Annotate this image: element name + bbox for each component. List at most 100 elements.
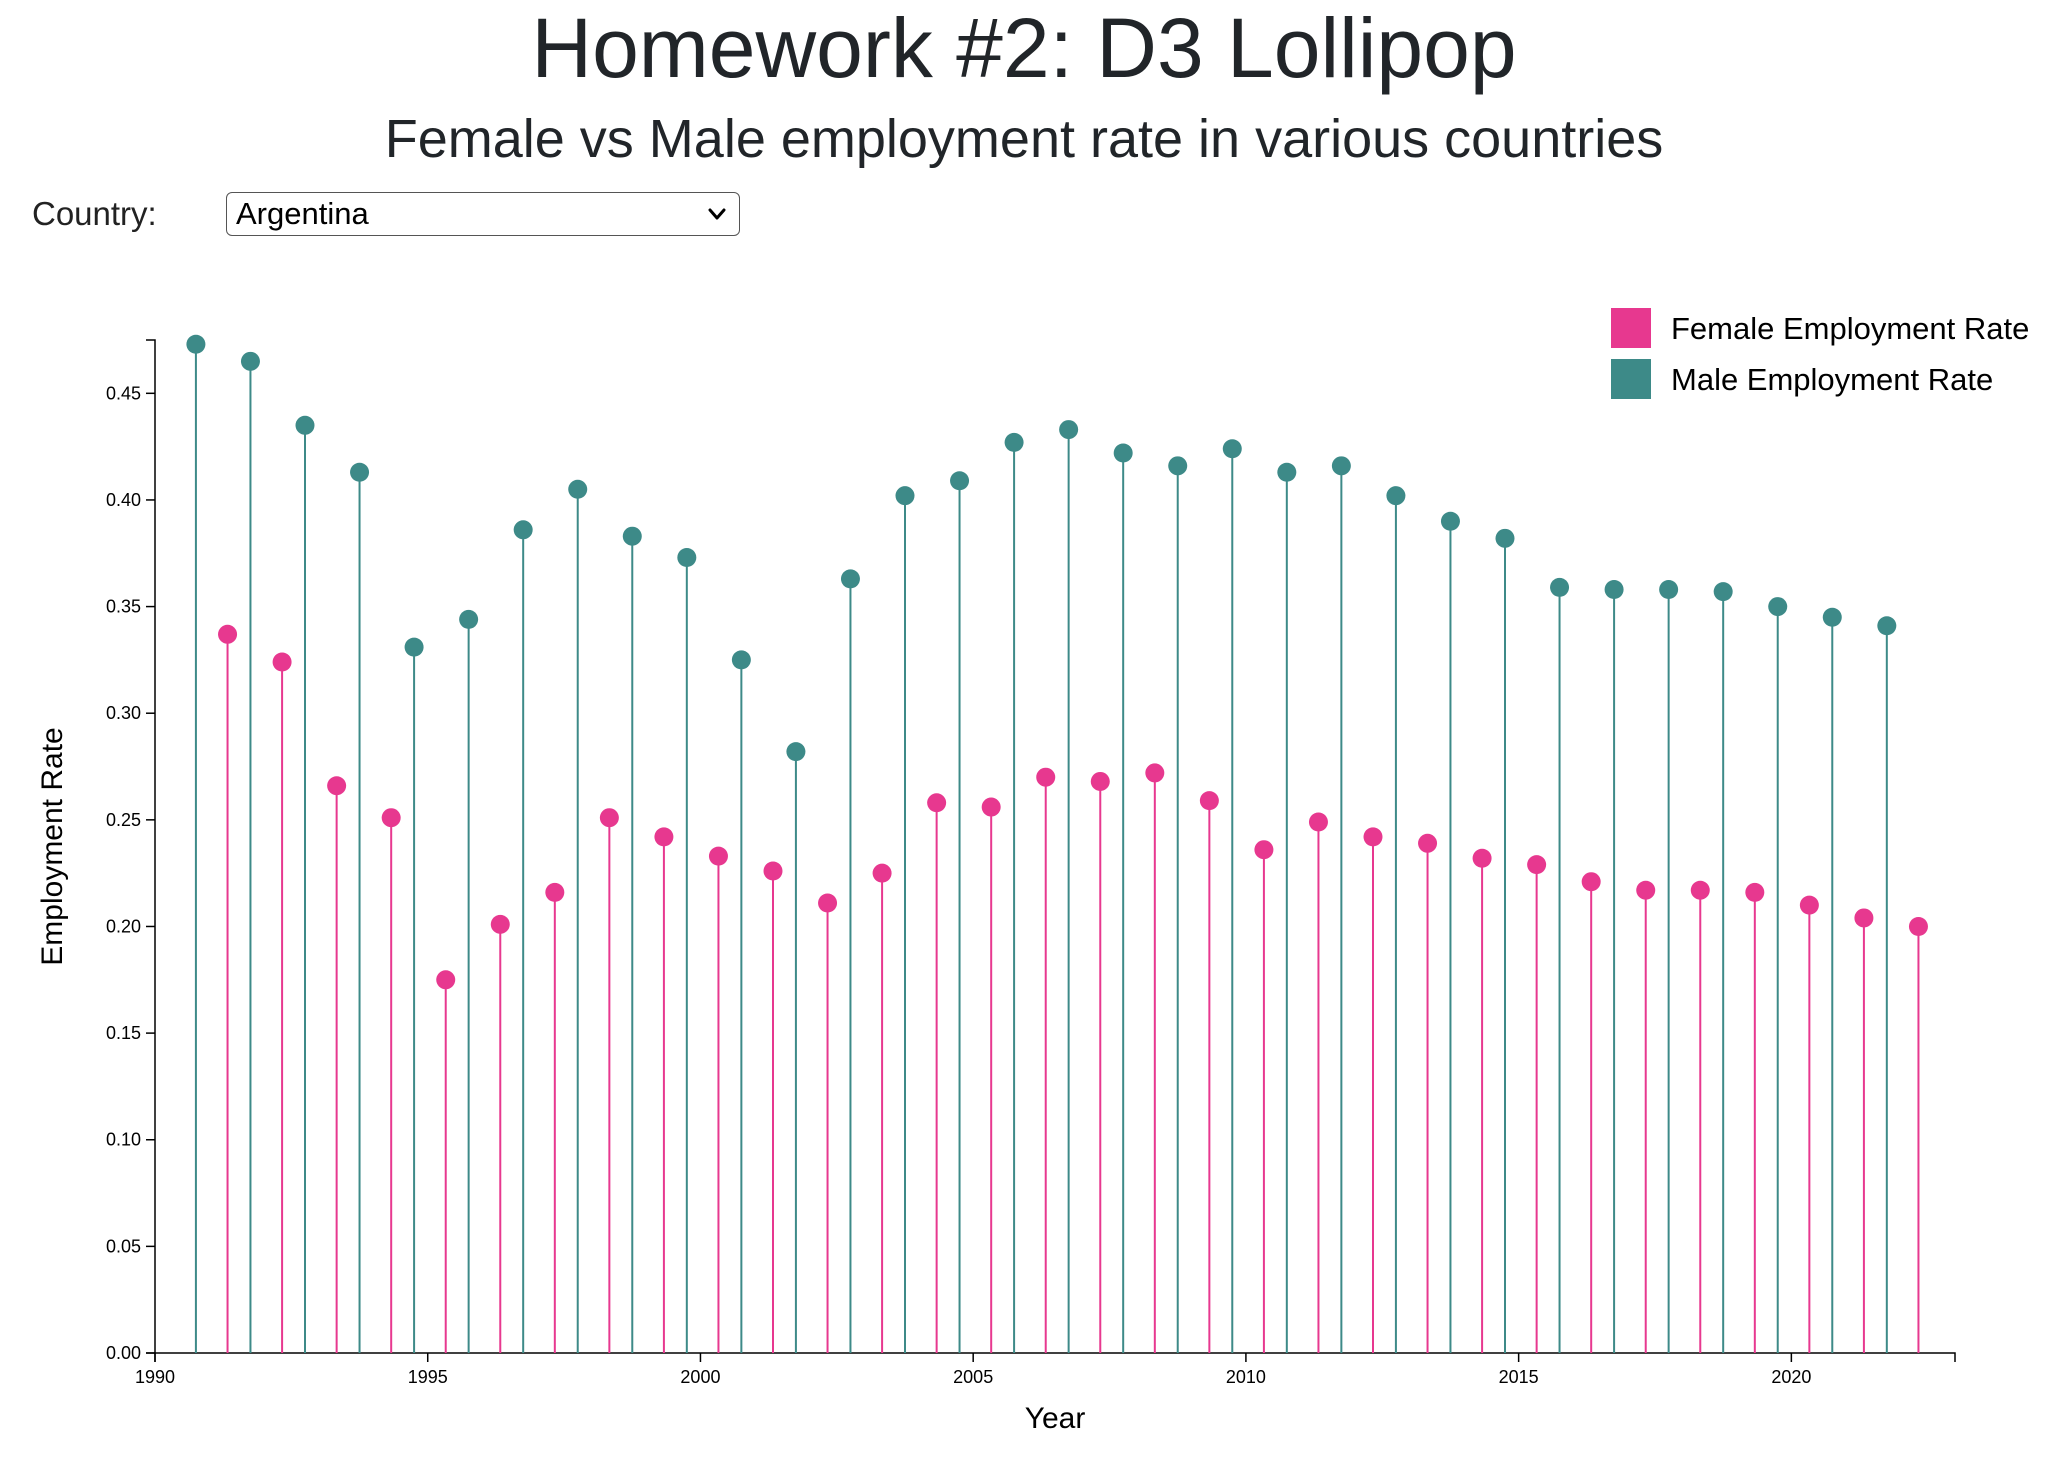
female-dot [1854, 908, 1874, 928]
male-dot [677, 548, 697, 568]
y-tick-label: 0.40 [106, 490, 141, 510]
legend-label-male: Male Employment Rate [1671, 362, 1993, 397]
country-filter: Country: Argentina [32, 192, 740, 236]
male-dot [1004, 432, 1024, 452]
male-dot [1877, 616, 1897, 636]
female-dot [1254, 840, 1274, 860]
x-tick-label: 2010 [1226, 1367, 1266, 1387]
female-dot [763, 861, 783, 881]
male-dot [1495, 528, 1515, 548]
female-dot [1908, 916, 1928, 936]
female-dot [1745, 882, 1765, 902]
y-tick: 0.45 [106, 383, 155, 403]
female-dot [1799, 895, 1819, 915]
male-dot [1550, 577, 1570, 597]
x-tick: 1990 [135, 1353, 175, 1387]
y-tick: 0.00 [106, 1343, 155, 1363]
country-select-value: Argentina [236, 196, 369, 231]
y-tick-label: 0.10 [106, 1130, 141, 1150]
female-dot [1472, 848, 1492, 868]
male-dot [1659, 580, 1679, 600]
male-dot [1113, 443, 1133, 463]
female-dot [981, 797, 1001, 817]
female-dot [1527, 855, 1547, 875]
male-dot [786, 742, 806, 762]
female-dot [218, 624, 238, 644]
x-tick-label: 1990 [135, 1367, 175, 1387]
male-dot [1059, 420, 1079, 440]
male-dot [1168, 456, 1188, 476]
legend-swatch-male [1611, 359, 1651, 399]
male-dot [1331, 456, 1351, 476]
y-tick-label: 0.05 [106, 1236, 141, 1256]
page-title: Homework #2: D3 Lollipop [531, 1, 1517, 95]
male-dot [404, 637, 424, 657]
x-tick-label: 2005 [953, 1367, 993, 1387]
female-dot [1690, 880, 1710, 900]
male-dot [1440, 511, 1460, 531]
y-tick-label: 0.30 [106, 703, 141, 723]
male-dot [840, 569, 860, 589]
x-tick: 2010 [1226, 1353, 1266, 1387]
y-tick-label: 0.15 [106, 1023, 141, 1043]
y-axis-line [146, 339, 156, 1354]
x-tick-label: 2020 [1771, 1367, 1811, 1387]
lollipop-stems [194, 344, 1920, 1353]
female-dot [708, 846, 728, 866]
y-tick: 0.20 [106, 916, 155, 936]
chart-legend: Female Employment Rate Male Employment Ra… [1611, 308, 2029, 399]
male-dot [240, 351, 260, 371]
female-dot [1199, 791, 1219, 811]
y-tick: 0.25 [106, 810, 155, 830]
x-tick-label: 1995 [408, 1367, 448, 1387]
y-axis-title: Employment Rate [36, 727, 69, 965]
y-tick: 0.35 [106, 597, 155, 617]
female-dot [327, 776, 347, 796]
y-tick: 0.15 [106, 1023, 155, 1043]
country-label: Country: [32, 195, 157, 232]
country-select[interactable]: Argentina [226, 192, 740, 236]
male-dot [950, 471, 970, 491]
female-dot [872, 863, 892, 883]
male-dot [1768, 597, 1788, 617]
y-tick: 0.30 [106, 703, 155, 723]
female-dot [436, 970, 456, 990]
x-axis-line [154, 1352, 1956, 1362]
female-dot [1581, 872, 1601, 892]
male-dot [1277, 462, 1297, 482]
male-dot [350, 462, 370, 482]
y-tick-label: 0.45 [106, 383, 141, 403]
y-axis: 0.00 0.05 0.10 0.15 0.20 0.25 0.30 0.35 0.40 0.45 [106, 339, 156, 1363]
y-tick-label: 0.25 [106, 810, 141, 830]
y-tick: 0.05 [106, 1236, 155, 1256]
x-axis: 1990 1995 2000 2005 2010 2015 2020 [135, 1352, 1956, 1387]
female-dot [1636, 880, 1656, 900]
male-dot [186, 334, 206, 354]
male-dot [1822, 607, 1842, 627]
male-dot [1604, 580, 1624, 600]
female-dot [1145, 763, 1165, 783]
x-tick-label: 2015 [1499, 1367, 1539, 1387]
chevron-down-icon [708, 208, 726, 220]
male-dot [1386, 486, 1406, 506]
x-tick: 2020 [1771, 1353, 1811, 1387]
male-dot [1222, 439, 1242, 459]
y-tick-label: 0.20 [106, 916, 141, 936]
male-dot [895, 486, 915, 506]
female-dot [1090, 771, 1110, 791]
y-tick-label: 0.00 [106, 1343, 141, 1363]
male-dot [622, 526, 642, 546]
female-dot [1036, 767, 1056, 787]
male-dot [295, 415, 315, 435]
lollipop-dots [186, 334, 1928, 990]
female-dot [654, 827, 674, 847]
x-axis-title: Year [1025, 1402, 1086, 1435]
female-dot [272, 652, 292, 672]
y-tick: 0.40 [106, 490, 155, 510]
page-subtitle: Female vs Male employment rate in variou… [384, 109, 1664, 169]
female-dot [1418, 833, 1438, 853]
female-dot [1308, 812, 1328, 832]
y-tick-label: 0.35 [106, 597, 141, 617]
legend-swatch-female [1611, 308, 1651, 348]
